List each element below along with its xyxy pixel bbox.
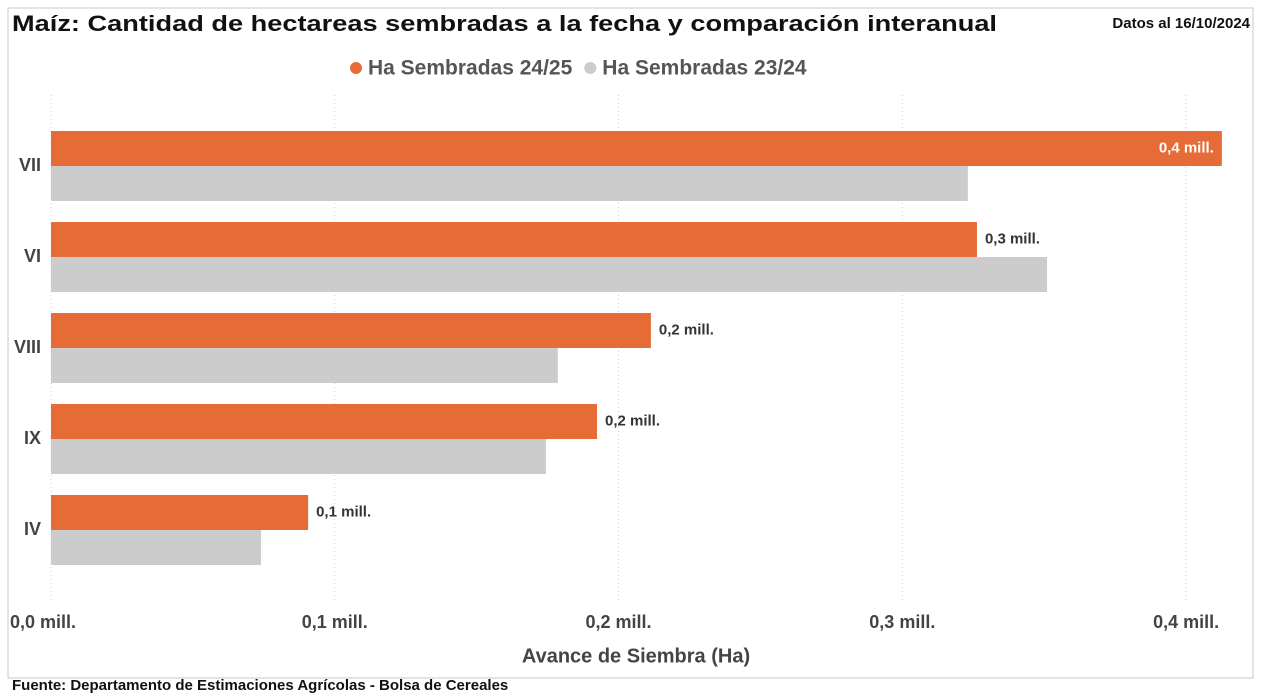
x-tick-label: 0,3 mill. [869, 612, 935, 632]
bar [51, 313, 651, 348]
y-tick-label: VI [24, 246, 41, 266]
bar [51, 257, 1048, 292]
data-label: 0,2 mill. [605, 412, 660, 429]
x-tick-label: 0,0 mill. [10, 612, 76, 632]
x-tick-label: 0,2 mill. [586, 612, 652, 632]
bar [51, 131, 1222, 166]
legend-label: Ha Sembradas 23/24 [602, 57, 807, 80]
data-label: 0,3 mill. [985, 230, 1040, 247]
y-tick-label: VIII [14, 337, 41, 357]
x-tick-label: 0,4 mill. [1153, 612, 1219, 632]
bar [51, 530, 261, 565]
y-tick-label: VII [19, 155, 41, 175]
legend-marker [584, 62, 597, 74]
chart-title: Maíz: Cantidad de hectareas sembradas a … [12, 11, 997, 36]
y-tick-label: IX [24, 428, 41, 448]
x-tick-label: 0,1 mill. [302, 612, 368, 632]
bar [51, 222, 977, 257]
subtitle: Datos al 16/10/2024 [1112, 15, 1250, 32]
x-axis-title: Avance de Siembra (Ha) [522, 645, 750, 667]
bar [51, 404, 597, 439]
bar [51, 166, 968, 201]
data-label: 0,4 mill. [1159, 139, 1214, 156]
data-label: 0,2 mill. [659, 321, 714, 338]
y-tick-label: IV [24, 519, 41, 539]
bar [51, 495, 309, 530]
source: Fuente: Departamento de Estimaciones Agr… [12, 677, 508, 694]
legend-label: Ha Sembradas 24/25 [368, 57, 573, 80]
bar [51, 348, 558, 383]
legend-marker [350, 62, 362, 74]
frame [7, 7, 1254, 679]
data-label: 0,1 mill. [316, 503, 371, 520]
bar [51, 439, 546, 474]
